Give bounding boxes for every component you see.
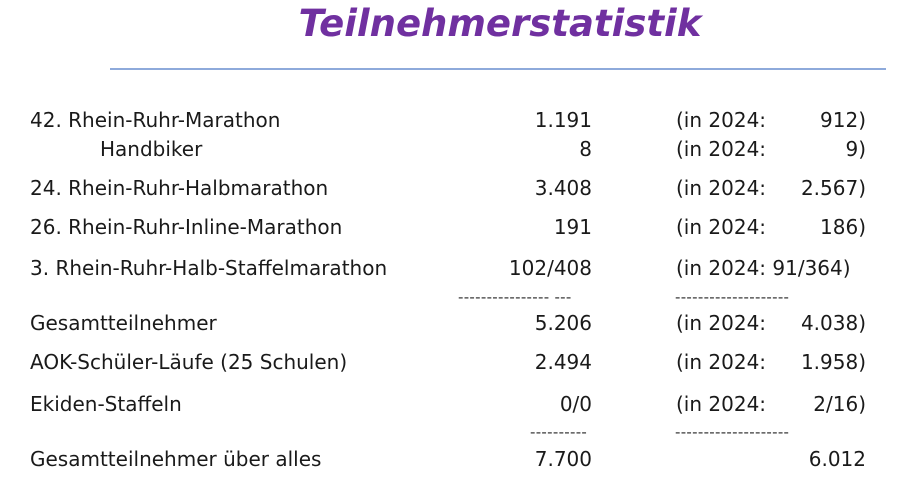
row-value: 7.700 [534,447,592,471]
row-label: 3. Rhein-Ruhr-Halb-Staffelmarathon [30,256,388,280]
row-label: Gesamtteilnehmer über alles [30,447,322,471]
row-label: Ekiden-Staffeln [30,392,182,416]
row-prev-value: 186) [820,215,866,239]
row-label: 42. Rhein-Ruhr-Marathon [30,108,281,132]
stat-row-staffelmarathon: 3. Rhein-Ruhr-Halb-Staffelmarathon 102/4… [0,254,900,282]
row-prev-prefix: (in 2024: [676,311,767,335]
title-divider [110,68,886,70]
separator-line: ---------- [530,423,588,441]
row-value: 3.408 [534,176,592,200]
row-label: Gesamtteilnehmer [30,311,217,335]
row-prev-value: 1.958) [800,350,866,374]
row-value: 191 [553,215,592,239]
row-prev-prefix: (in 2024: [676,176,767,200]
row-prev-value: 2.567) [800,176,866,200]
row-label: AOK-Schüler-Läufe (25 Schulen) [30,350,348,374]
stat-row-gesamt: Gesamtteilnehmer 5.206 (in 2024: 4.038) [0,309,900,337]
row-value: 8 [579,137,592,161]
row-prev-value: 4.038) [800,311,866,335]
row-label: Handbiker [100,137,203,161]
separator-line: -------------------- [675,423,790,441]
row-prev-value: 9) [845,137,866,161]
row-value: 1.191 [534,108,592,132]
row-prev-value: 2/16) [813,392,866,416]
row-prev-prefix: (in 2024: [676,108,767,132]
stat-row-halbmarathon: 24. Rhein-Ruhr-Halbmarathon 3.408 (in 20… [0,174,900,202]
row-label: 26. Rhein-Ruhr-Inline-Marathon [30,215,343,239]
row-value: 102/408 [508,256,592,280]
row-value: 5.206 [534,311,592,335]
row-prev-prefix: (in 2024: [676,350,767,374]
stat-row-ekiden: Ekiden-Staffeln 0/0 (in 2024: 2/16) [0,390,900,418]
row-prev-prefix: (in 2024: [676,392,767,416]
row-prev-prefix: (in 2024: [676,137,767,161]
row-value: 2.494 [534,350,592,374]
page-title: Teilnehmerstatistik [298,2,702,45]
stat-row-gesamt-alles: Gesamtteilnehmer über alles 7.700 6.012 [0,445,900,473]
row-prev-prefix: (in 2024: 91/364) [676,256,851,280]
row-prev-value: 6.012 [808,447,866,471]
row-prev-value: 912) [820,108,866,132]
separator-line: ---------------- --- [458,288,572,306]
stat-row-handbiker: Handbiker 8 (in 2024: 9) [0,135,900,163]
separator-line: -------------------- [675,288,790,306]
row-value: 0/0 [559,392,592,416]
stat-row-marathon: 42. Rhein-Ruhr-Marathon 1.191 (in 2024: … [0,106,900,134]
row-prev-prefix: (in 2024: [676,215,767,239]
stat-row-schuelerlaeufe: AOK-Schüler-Läufe (25 Schulen) 2.494 (in… [0,348,900,376]
stat-row-inline-marathon: 26. Rhein-Ruhr-Inline-Marathon 191 (in 2… [0,213,900,241]
row-label: 24. Rhein-Ruhr-Halbmarathon [30,176,329,200]
